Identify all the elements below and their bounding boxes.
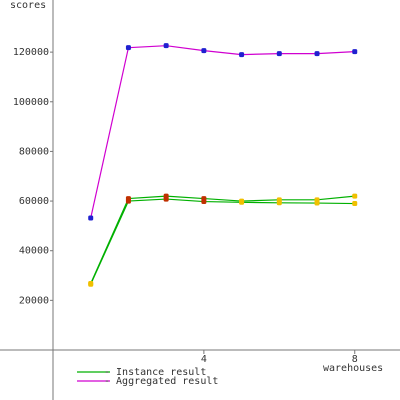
point-marker — [239, 199, 245, 205]
point-marker — [163, 43, 169, 49]
point-marker — [276, 200, 282, 206]
y-tick-label: 80000 — [19, 146, 49, 157]
point-marker — [352, 49, 358, 55]
point-marker — [125, 198, 131, 204]
point-marker — [352, 201, 358, 207]
point-marker — [88, 281, 94, 287]
x-tick-label: 8 — [352, 354, 358, 365]
y-tick-label: 100000 — [13, 97, 49, 108]
series-line — [90, 45, 355, 219]
point-marker — [314, 200, 320, 206]
point-marker — [125, 45, 131, 51]
y-tick-label: 40000 — [19, 246, 49, 257]
y-tick-label: 120000 — [13, 47, 49, 58]
y-tick-label: 60000 — [19, 196, 49, 207]
y-axis-label: scores — [10, 0, 46, 11]
point-marker — [276, 51, 282, 57]
point-marker — [201, 48, 207, 54]
legend-label: - Aggregated result — [104, 376, 218, 387]
x-tick-label: 4 — [201, 354, 207, 365]
point-marker — [352, 193, 358, 199]
point-marker — [314, 51, 320, 57]
series-line — [90, 195, 355, 284]
point-marker — [163, 196, 169, 202]
legend-label: - Instance result — [104, 367, 206, 378]
point-marker — [239, 52, 245, 58]
point-marker — [201, 199, 207, 205]
series-line — [90, 198, 355, 285]
x-axis-label: warehouses — [323, 363, 383, 374]
point-marker — [88, 215, 94, 221]
y-tick-label: 20000 — [19, 295, 49, 306]
